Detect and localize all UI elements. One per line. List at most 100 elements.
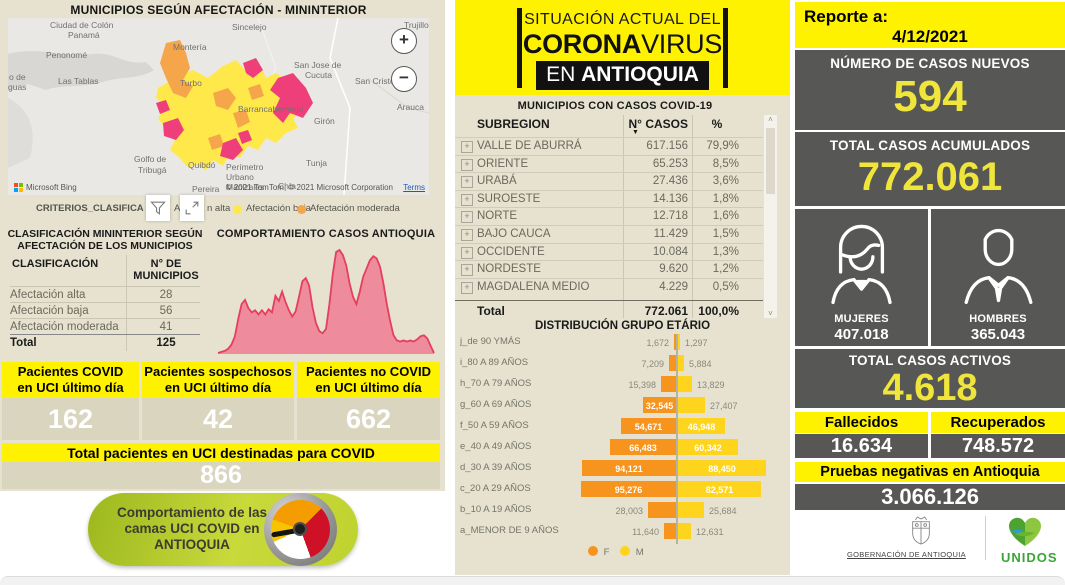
map-place-label: Tunja	[306, 158, 327, 168]
map-place-label: Urbano	[226, 172, 254, 182]
subregion-cases: 4.229	[659, 280, 688, 293]
scroll-up-icon[interactable]: ˄	[768, 115, 773, 124]
scrollbar-thumb[interactable]	[766, 128, 775, 194]
map-zoom-in-button[interactable]: +	[391, 28, 417, 54]
subregion-cases: 27.436	[652, 175, 688, 188]
pyramid-row: a_MENOR DE 9 AÑOS 11,640 12,631	[455, 521, 790, 542]
recovered-value: 748.572	[961, 435, 1035, 457]
negative-tests-value: 3.066.126	[881, 484, 979, 509]
filter-icon[interactable]	[146, 195, 170, 221]
bar-value-label: 95,276	[614, 485, 643, 495]
table-scrollbar[interactable]: ˄ ˅	[764, 115, 777, 318]
map-place-label: Las Tablas	[58, 76, 99, 86]
recovered-header: Recuperados	[931, 412, 1065, 433]
expand-plus-icon[interactable]: +	[461, 246, 473, 259]
map-region-yellow	[156, 60, 306, 170]
expand-plus-icon[interactable]: +	[461, 281, 473, 294]
bar-male[interactable]	[678, 481, 761, 497]
bar-female[interactable]	[664, 523, 676, 539]
affectation-map[interactable]: Ciudad de Colón Panamá Penonomé Montería Sin…	[8, 18, 429, 195]
subregion-row[interactable]: + SUROESTE 14.136 1,8%	[455, 189, 763, 209]
map-place-label: Arauca	[397, 102, 424, 112]
map-place-label: Montería	[173, 42, 207, 52]
age-pyramid-chart[interactable]: j_de 90 YMÁS 1,672 1,297 i_80 A 89 AÑOS 7,20…	[455, 332, 790, 546]
uci-noncovid-header: Pacientes no COVID en UCI último día	[297, 362, 440, 398]
subregion-row[interactable]: + MAGDALENA MEDIO 4.229 0,5%	[455, 277, 763, 297]
bar-female[interactable]	[661, 376, 676, 392]
age-chart-title: DISTRIBUCIÓN GRUPO ETÁRIO	[534, 320, 711, 332]
bar-female[interactable]	[674, 334, 676, 350]
expand-plus-icon[interactable]: +	[461, 229, 473, 241]
focus-mode-icon[interactable]	[180, 195, 204, 221]
bar-male[interactable]	[678, 460, 766, 476]
bar-male[interactable]	[678, 502, 704, 518]
bar-male[interactable]	[678, 376, 692, 392]
expand-plus-icon[interactable]: +	[461, 158, 473, 171]
pyramid-row: h_70 A 79 AÑOS 15,398 13,829	[455, 374, 790, 395]
criteria-label: CRITERIOS_CLASIFICA	[36, 203, 144, 214]
bar-female[interactable]	[582, 460, 676, 476]
bar-female[interactable]	[581, 481, 676, 497]
bar-male[interactable]	[678, 397, 705, 413]
legend-moderada-label: Afectación moderada	[310, 203, 400, 214]
subregion-name: SUROESTE	[477, 192, 541, 205]
expand-plus-icon[interactable]: +	[461, 264, 473, 277]
bar-female[interactable]	[669, 355, 676, 371]
subregion-row[interactable]: + NORTE 12.718 1,6%	[455, 207, 763, 226]
subregion-row[interactable]: + BAJO CAUCA 11.429 1,5%	[455, 225, 763, 244]
col-header-subregion[interactable]: SUBREGION	[477, 117, 550, 131]
pyramid-row: j_de 90 YMÁS 1,672 1,297	[455, 332, 790, 353]
subregion-row[interactable]: + OCCIDENTE 10.084 1,3%	[455, 242, 763, 262]
map-place-label: Golfo de	[134, 154, 167, 164]
behavior-area-chart[interactable]	[217, 242, 435, 360]
bar-male[interactable]	[678, 355, 684, 371]
age-group-label: h_70 A 79 AÑOS	[460, 378, 532, 389]
expand-plus-icon[interactable]: +	[461, 211, 473, 224]
map-place-label: Penonomé	[46, 50, 88, 60]
bar-female[interactable]	[643, 397, 676, 413]
expand-plus-icon[interactable]: +	[461, 176, 473, 189]
men-value: 365.043	[970, 326, 1026, 343]
subregion-name: BAJO CAUCA	[477, 228, 551, 240]
bar-male[interactable]	[678, 523, 691, 539]
map-zoom-out-button[interactable]: −	[391, 66, 417, 92]
sort-desc-icon[interactable]: ▼	[632, 129, 639, 136]
logo-line2: CORONAVIRUS	[522, 29, 723, 59]
bar-value-label: 25,684	[709, 506, 737, 516]
scroll-down-icon[interactable]: ˅	[768, 309, 773, 318]
bar-female[interactable]	[621, 418, 676, 434]
classification-title-1: CLASIFICACIÓN MININTERIOR SEGÚN	[7, 228, 203, 240]
age-group-label: c_20 A 29 AÑOS	[460, 483, 531, 494]
col-header-cases[interactable]: N° CASOS	[628, 117, 688, 131]
uci-behavior-banner[interactable]: Comportamiento de las camas UCI COVID en…	[88, 493, 358, 566]
legend-dot-baja	[233, 205, 242, 214]
subregion-row[interactable]: + VALLE DE ABURRÁ 617.156 79,9%	[455, 137, 763, 156]
bar-value-label: 88,450	[708, 464, 736, 474]
bar-female[interactable]	[610, 439, 676, 455]
subregion-pct: 1,3%	[712, 245, 739, 258]
bar-female[interactable]	[648, 502, 676, 518]
subregion-row[interactable]: + URABÁ 27.436 3,6%	[455, 172, 763, 191]
gauge-icon	[264, 493, 337, 566]
deaths-header: Fallecidos	[795, 412, 928, 433]
bar-male[interactable]	[678, 334, 680, 350]
col-header-pct[interactable]: %	[711, 117, 723, 131]
accumulated-cases-box: TOTAL CASOS ACUMULADOS 772.061	[795, 132, 1065, 206]
bar-value-label: 13,829	[697, 380, 725, 390]
bing-attribution: Microsoft Bing	[14, 183, 77, 192]
expand-plus-icon[interactable]: +	[461, 141, 473, 153]
legend-m-label: M	[635, 547, 644, 558]
subregion-name: NORDESTE	[477, 263, 541, 276]
map-place-label: San Jose de	[294, 60, 342, 70]
subregion-cases: 9.620	[659, 263, 688, 276]
bar-male[interactable]	[678, 439, 738, 455]
negative-tests-value-box: 3.066.126	[795, 484, 1065, 510]
subregion-row[interactable]: + NORDESTE 9.620 1,2%	[455, 260, 763, 279]
legend-f-label: F	[603, 547, 610, 558]
subregion-name: NORTE	[477, 210, 518, 223]
map-terms-link[interactable]: Terms	[403, 183, 425, 192]
bar-male[interactable]	[678, 418, 725, 434]
expand-plus-icon[interactable]: +	[461, 193, 473, 206]
report-date-box: Reporte a: 4/12/2021	[795, 2, 1065, 48]
subregion-row[interactable]: + ORIENTE 65.253 8,5%	[455, 154, 763, 174]
